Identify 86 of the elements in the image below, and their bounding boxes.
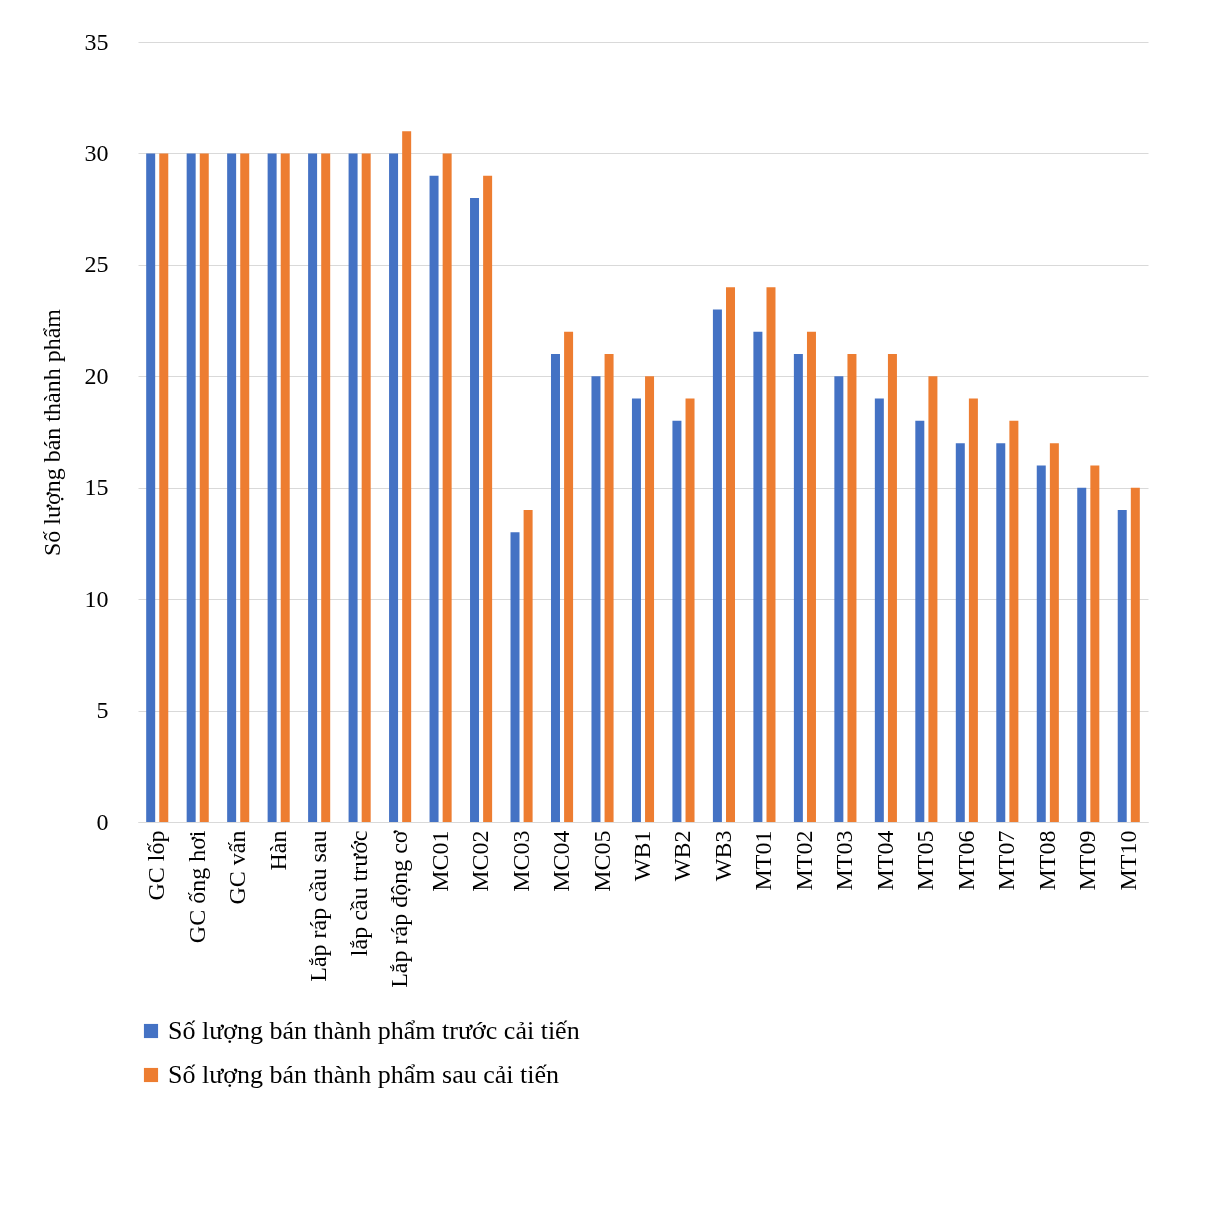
bar	[1077, 487, 1087, 822]
y-axis-title: Số lượng bán thành phẩm	[38, 308, 65, 557]
x-tick-label: GC vấn	[224, 830, 251, 905]
x-tick-label: MT01	[750, 830, 777, 891]
x-tick-label: MT03	[831, 830, 858, 891]
bar	[645, 376, 655, 822]
x-tick-label: MC05	[588, 830, 615, 892]
bar	[631, 398, 641, 822]
bar	[186, 153, 196, 822]
x-tick-label: Lắp ráp cầu sau	[305, 830, 332, 982]
bar	[712, 309, 722, 822]
bar	[510, 532, 520, 822]
bar	[470, 198, 480, 822]
x-tick-label: WB2	[669, 830, 696, 882]
bar	[685, 398, 695, 822]
bar	[726, 287, 736, 822]
bar	[672, 420, 682, 822]
x-tick-label: MC04	[548, 830, 575, 892]
bar	[348, 153, 358, 822]
x-tick-label: MT02	[790, 830, 817, 891]
bar	[834, 376, 844, 822]
x-tick-label: GC ống hơi	[183, 830, 210, 944]
bar	[1117, 510, 1127, 822]
bar	[793, 354, 803, 822]
bar	[1090, 465, 1100, 822]
x-tick-label: MT10	[1114, 830, 1141, 891]
bar	[753, 331, 763, 822]
bar	[146, 153, 156, 822]
bar	[1009, 420, 1019, 822]
bar	[1130, 487, 1140, 822]
bar	[267, 153, 277, 822]
x-tick-label: WB1	[629, 830, 655, 882]
bar	[429, 175, 439, 822]
y-tick-label: 30	[84, 139, 109, 166]
bar	[361, 153, 371, 822]
bar	[996, 443, 1006, 822]
bar	[766, 287, 776, 822]
bar	[483, 175, 493, 822]
x-tick-label: MT08	[1033, 830, 1060, 891]
y-tick-label: 35	[84, 28, 109, 55]
bar	[550, 354, 560, 822]
x-tick-label: MC02	[467, 830, 494, 892]
bar	[402, 131, 412, 822]
bar	[199, 153, 209, 822]
x-tick-label: MT04	[871, 830, 898, 891]
bar	[968, 398, 978, 822]
bar	[806, 331, 816, 822]
bar	[564, 331, 574, 822]
bar	[159, 153, 169, 822]
bar	[604, 354, 614, 822]
bar	[591, 376, 601, 822]
x-tick-label: lắp cầu trước	[345, 830, 372, 957]
bar	[389, 153, 399, 822]
bar	[308, 153, 318, 822]
bar	[240, 153, 250, 822]
bar	[874, 398, 884, 822]
legend-label: Số lượng bán thành phẩm trước cải tiến	[168, 1016, 580, 1045]
x-tick-label: MT09	[1074, 830, 1101, 891]
x-tick-label: MC01	[426, 830, 453, 892]
y-tick-label: 5	[96, 697, 109, 724]
bar	[1036, 465, 1046, 822]
bar	[321, 153, 331, 822]
bar	[915, 420, 925, 822]
bar	[227, 153, 237, 822]
x-tick-label: Hàn	[264, 830, 291, 871]
bar	[847, 354, 857, 822]
bar	[928, 376, 938, 822]
bar	[887, 354, 897, 822]
legend-label: Số lượng bán thành phẩm sau cải tiến	[168, 1060, 560, 1089]
bar	[1049, 443, 1059, 822]
x-tick-label: Lắp ráp động cơ	[386, 830, 413, 988]
x-tick-label: MC03	[507, 830, 534, 892]
x-tick-label: MT06	[952, 830, 979, 891]
y-tick-label: 20	[84, 362, 109, 389]
y-tick-label: 0	[96, 808, 109, 835]
x-tick-label: GC lốp	[143, 830, 170, 901]
y-tick-label: 15	[84, 474, 109, 501]
x-tick-label: MT07	[993, 830, 1020, 891]
bar	[442, 153, 452, 822]
y-tick-label: 25	[84, 251, 109, 278]
bar	[280, 153, 290, 822]
bar	[955, 443, 965, 822]
x-tick-label: WB3	[709, 830, 736, 882]
x-tick-label: MT05	[912, 830, 939, 891]
bar	[523, 510, 533, 822]
y-tick-label: 10	[84, 585, 109, 612]
